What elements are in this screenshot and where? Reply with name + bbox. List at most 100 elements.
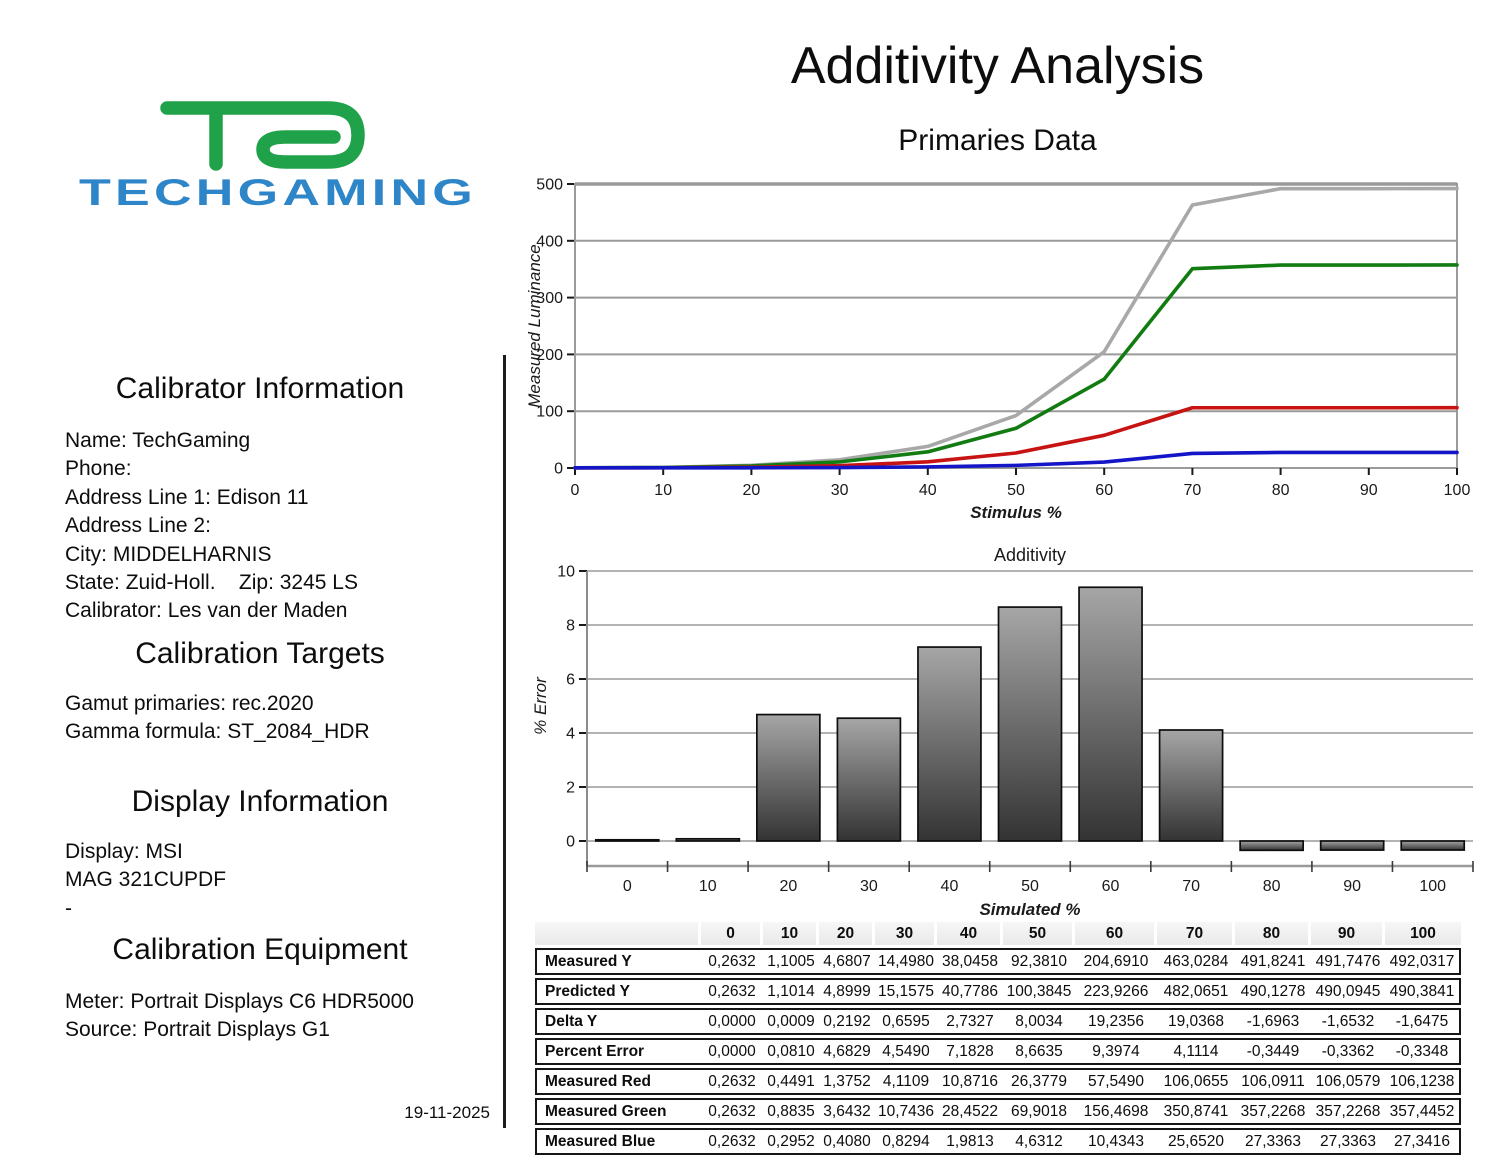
x-tick-label: 100 <box>1444 482 1471 499</box>
table-cell: 19,0368 <box>1157 1008 1235 1035</box>
error-bar-100 <box>1400 840 1466 851</box>
table-cell: 40,7786 <box>937 978 1003 1005</box>
y-axis-title: Measured Luminance <box>528 244 544 407</box>
x-tick-label: 50 <box>1021 878 1039 895</box>
x-tick-label: 30 <box>860 878 878 895</box>
table-row: Percent Error 0,0000 0,0810 4,6829 4,5490 7,1… <box>535 1038 1461 1065</box>
table-cell: 4,8999 <box>819 978 875 1005</box>
info-line: MAG 321CUPDF <box>65 868 227 892</box>
info-line: Gamma formula: ST_2084_HDR <box>65 720 370 744</box>
table-cell: 0,0000 <box>701 1038 763 1065</box>
table-cell: 0,8835 <box>763 1098 819 1125</box>
row-label: Measured Y <box>535 948 701 975</box>
table-cell: 4,1114 <box>1157 1038 1235 1065</box>
y-tick-label: 6 <box>566 672 575 689</box>
table-cell: 223,9266 <box>1075 978 1157 1005</box>
info-line: Source: Portrait Displays G1 <box>65 1018 330 1042</box>
x-tick-label: 60 <box>1102 878 1120 895</box>
table-cell: 4,6807 <box>819 948 875 975</box>
y-tick-label: 500 <box>536 177 563 194</box>
calibration-equipment-lines: Meter: Portrait Displays C6 HDR5000 Sourc… <box>65 988 495 1045</box>
x-axis-title: Stimulus % <box>970 503 1062 522</box>
table-cell: 27,3416 <box>1385 1128 1461 1155</box>
column-header: 90 <box>1311 922 1385 945</box>
info-line: Address Line 1: Edison 11 <box>65 485 309 509</box>
table-cell: 3,6432 <box>819 1098 875 1125</box>
table-cell: 1,1005 <box>763 948 819 975</box>
series-measured-y <box>573 186 1459 470</box>
info-line: Gamut primaries: rec.2020 <box>65 692 314 715</box>
calibrator-information-lines: Name: TechGaming Phone: Address Line 1: Ed… <box>65 427 495 626</box>
row-label: Predicted Y <box>535 978 701 1005</box>
x-tick-label: 50 <box>1007 482 1025 499</box>
info-line: City: MIDDELHARNIS <box>65 542 272 566</box>
table-row: Measured Blue 0,2632 0,2952 0,4080 0,8294 1,9… <box>535 1128 1461 1155</box>
y-tick-label: 300 <box>536 290 563 307</box>
column-header: 40 <box>937 922 1003 945</box>
table-cell: 106,1238 <box>1385 1068 1461 1095</box>
x-tick-label: 20 <box>743 482 761 499</box>
x-tick-label: 70 <box>1182 878 1200 895</box>
table-cell: 8,6635 <box>1003 1038 1075 1065</box>
table-cell: 357,2268 <box>1235 1098 1311 1125</box>
error-bar-30 <box>836 717 902 842</box>
table-cell: 9,3974 <box>1075 1038 1157 1065</box>
table-cell: 106,0655 <box>1157 1068 1235 1095</box>
y-tick-label: 2 <box>566 780 575 797</box>
x-axis-title: Simulated % <box>979 900 1080 917</box>
table-cell: 482,0651 <box>1157 978 1235 1005</box>
y-axis-title: % Error <box>531 676 550 735</box>
table-cell: 490,3841 <box>1385 978 1461 1005</box>
column-header: 80 <box>1235 922 1311 945</box>
table-cell: 69,9018 <box>1003 1098 1075 1125</box>
table-row: Measured Red 0,2632 0,4491 1,3752 4,1109 10,8… <box>535 1068 1461 1095</box>
series-measured-green <box>573 263 1459 470</box>
page-title: Additivity Analysis <box>790 37 1205 95</box>
column-header: 0 <box>701 922 763 945</box>
table-cell: 4,6829 <box>819 1038 875 1065</box>
table-cell: 10,8716 <box>937 1068 1003 1095</box>
row-label: Measured Green <box>535 1098 701 1125</box>
table-cell: 28,4522 <box>937 1098 1003 1125</box>
table-cell: 92,3810 <box>1003 948 1075 975</box>
error-bar-40 <box>917 646 982 842</box>
info-line: Meter: Portrait Displays C6 HDR5000 <box>65 990 414 1013</box>
info-line: Phone: <box>65 457 132 481</box>
table-cell: 106,0911 <box>1235 1068 1311 1095</box>
x-tick-label: 20 <box>779 878 797 895</box>
x-tick-label: 70 <box>1184 482 1202 499</box>
table-cell: 0,4491 <box>763 1068 819 1095</box>
x-tick-label: 10 <box>699 878 717 895</box>
table-cell: 463,0284 <box>1157 948 1235 975</box>
table-cell: 357,4452 <box>1385 1098 1461 1125</box>
table-cell: 19,2356 <box>1075 1008 1157 1035</box>
page-subtitle: Primaries Data <box>898 124 1097 157</box>
table-cell: 1,1014 <box>763 978 819 1005</box>
x-tick-label: 60 <box>1095 482 1113 499</box>
table-cell: 26,3779 <box>1003 1068 1075 1095</box>
column-header: 100 <box>1385 922 1461 945</box>
table-cell: 0,2192 <box>819 1008 875 1035</box>
table-cell: 100,3845 <box>1003 978 1075 1005</box>
y-tick-label: 10 <box>557 564 575 581</box>
x-tick-label: 80 <box>1263 878 1281 895</box>
logo-monogram-icon <box>160 101 365 171</box>
table-cell: 491,8241 <box>1235 948 1311 975</box>
table-cell: 57,5490 <box>1075 1068 1157 1095</box>
table-cell: 0,2632 <box>701 1098 763 1125</box>
column-header: 20 <box>819 922 875 945</box>
y-tick-label: 0 <box>566 834 575 851</box>
table-row: Predicted Y 0,2632 1,1014 4,8999 15,1575 40,7… <box>535 978 1461 1005</box>
table-cell: 0,0009 <box>763 1008 819 1035</box>
table-cell: 15,1575 <box>875 978 937 1005</box>
error-bar-10 <box>675 837 741 842</box>
table-cell: 0,0000 <box>701 1008 763 1035</box>
column-header: 60 <box>1075 922 1157 945</box>
x-tick-label: 0 <box>571 482 580 499</box>
table-cell: 490,1278 <box>1235 978 1311 1005</box>
row-label: Percent Error <box>535 1038 701 1065</box>
x-tick-label: 30 <box>831 482 849 499</box>
logo-wordmark: TECHGAMING <box>79 172 477 213</box>
